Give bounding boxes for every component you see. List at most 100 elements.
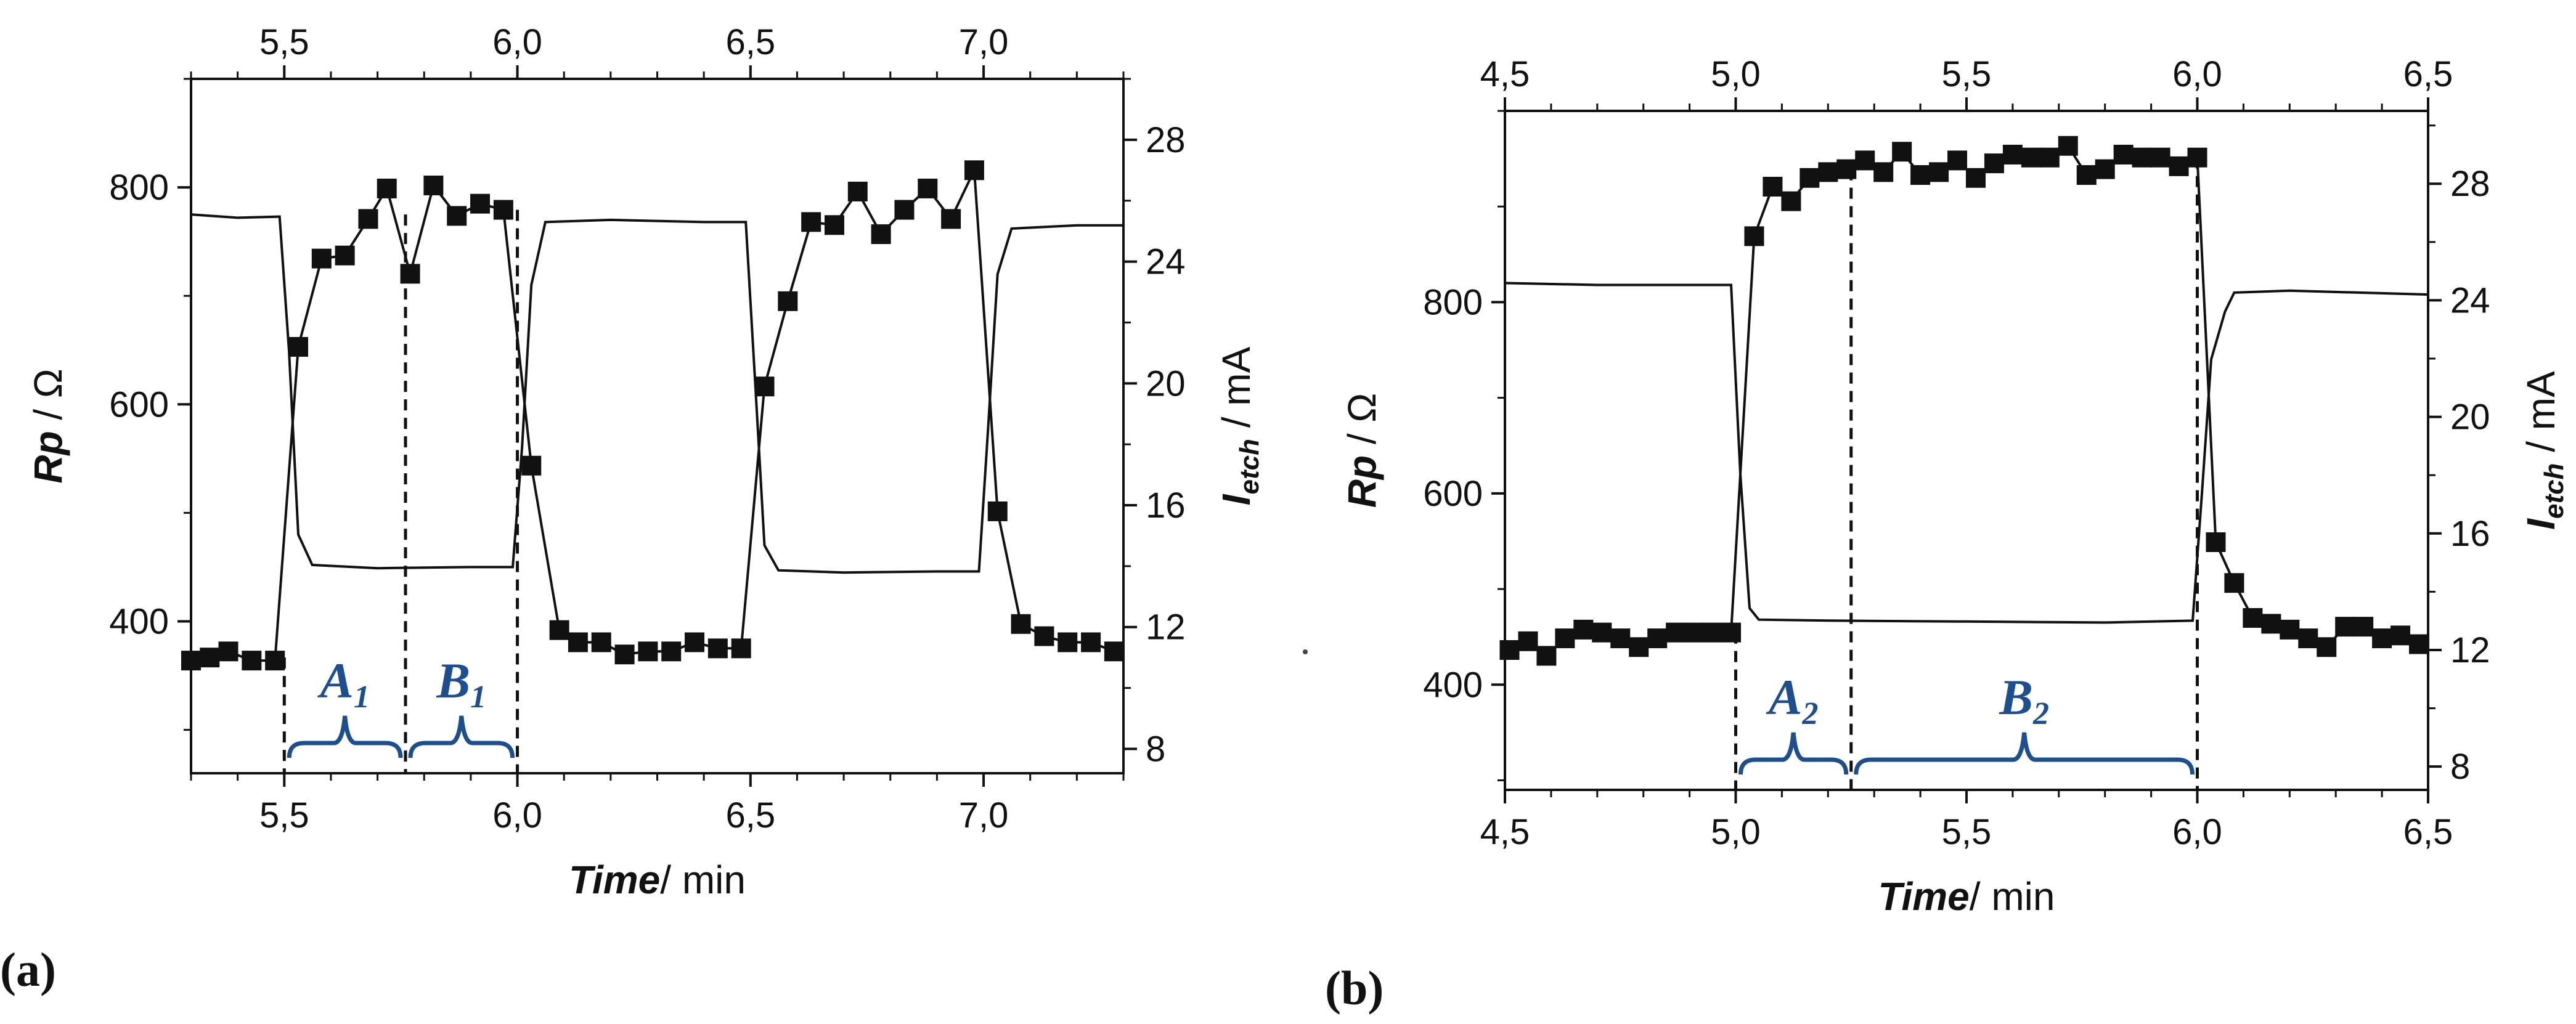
y-right-tick-label: 24: [2450, 280, 2490, 320]
y-right-tick-label: 20: [2450, 397, 2490, 437]
current-data-point: [2298, 628, 2318, 649]
current-data-point: [1104, 641, 1124, 662]
current-data-point: [358, 209, 378, 229]
current-data-point: [377, 178, 397, 198]
x-tick-label-top: 6,5: [725, 22, 775, 62]
y-right-tick-label: 12: [2450, 630, 2490, 670]
current-data-point: [2261, 614, 2281, 634]
y-left-axis-label: Rp / Ω: [1340, 393, 1384, 508]
current-data-point: [1058, 632, 1078, 652]
current-data-point: [2409, 634, 2429, 654]
x-tick-label-top: 5,0: [1711, 54, 1761, 94]
current-data-point: [423, 176, 444, 196]
x-tick-label-top: 6,0: [492, 22, 542, 62]
x-tick-label-top: 7,0: [959, 22, 1009, 62]
current-data-point: [894, 200, 915, 220]
current-data-point: [801, 212, 821, 232]
current-data-point: [2150, 147, 2170, 168]
current-data-point: [731, 638, 751, 659]
y-right-axis-label: Ietch / mA: [1214, 346, 1265, 505]
current-data-point: [1781, 191, 1801, 211]
current-data-point: [568, 632, 588, 652]
current-data-point: [918, 178, 938, 198]
current-data-point: [2169, 156, 2189, 176]
current-data-point: [2280, 619, 2300, 640]
current-data-point: [2391, 625, 2411, 646]
current-data-point: [1984, 153, 2004, 174]
current-data-point: [2113, 144, 2134, 165]
y-right-tick-label: 24: [1146, 242, 1186, 282]
x-tick-label-bottom: 6,0: [492, 795, 542, 835]
current-data-point: [614, 644, 635, 665]
rp-series-line: [1504, 282, 2429, 624]
current-data-point: [2317, 637, 2337, 657]
current-data-point: [2187, 147, 2207, 168]
panel-label-a: (a): [0, 943, 56, 996]
y-left-tick-label: 800: [1423, 282, 1483, 322]
current-data-point: [707, 638, 728, 659]
current-data-point: [987, 501, 1008, 521]
current-data-point: [2335, 617, 2355, 637]
current-data-point: [549, 620, 569, 640]
y-right-tick-label: 28: [1146, 120, 1186, 160]
current-data-point: [200, 648, 220, 668]
current-data-point: [778, 291, 798, 311]
current-data-point: [1818, 162, 1838, 182]
y-left-axis-label: Rp / Ω: [26, 368, 70, 484]
x-tick-label-top: 6,5: [2403, 54, 2453, 94]
current-data-point: [847, 181, 868, 201]
current-data-point: [2002, 144, 2023, 165]
current-data-point: [2076, 165, 2097, 185]
panel-label-b: (b): [1325, 961, 1384, 1015]
x-tick-label-bottom: 5,5: [259, 795, 309, 835]
region-label: A1: [317, 652, 370, 715]
current-data-point: [964, 160, 984, 181]
y-left-tick-label: 800: [109, 168, 169, 208]
current-data-point: [1011, 614, 1031, 634]
current-data-point: [1947, 150, 1968, 171]
y-left-tick-label: 400: [109, 601, 169, 641]
current-data-point: [1666, 622, 1686, 643]
current-data-point: [2243, 607, 2263, 628]
current-series-line: [190, 165, 1115, 662]
current-data-point: [242, 651, 262, 671]
current-data-point: [2132, 147, 2152, 168]
current-data-point: [638, 641, 658, 662]
y-left-tick-label: 600: [1423, 474, 1483, 514]
current-data-point: [754, 376, 775, 397]
current-data-point: [685, 632, 705, 652]
current-data-point: [1965, 168, 1986, 188]
current-data-point: [2058, 136, 2078, 156]
region-label: B1: [436, 652, 486, 715]
current-data-point: [1910, 165, 1931, 185]
current-data-point: [447, 206, 467, 226]
current-data-point: [521, 455, 542, 476]
current-data-point: [661, 641, 682, 662]
chart-panel-a: 5,5 5,5 6,0 6,0 6,5 6,5 7,0 7,0 400 600 800 8 12 16 20…: [26, 22, 1265, 902]
current-data-point: [218, 641, 238, 662]
current-data-point: [2206, 532, 2226, 552]
current-data-point: [400, 264, 420, 284]
x-tick-label-top: 5,5: [1942, 54, 1992, 94]
x-tick-label-bottom: 5,5: [1942, 812, 1992, 852]
y-right-axis-label: Ietch / mA: [2519, 371, 2569, 530]
current-data-point: [1721, 622, 1742, 643]
current-data-point: [1703, 622, 1723, 643]
current-data-point: [1081, 632, 1101, 652]
y-right-tick-label: 8: [2450, 747, 2470, 787]
current-data-point: [2372, 628, 2392, 649]
current-data-point: [1929, 162, 1949, 182]
region-brace: [287, 715, 403, 758]
current-data-point: [470, 193, 491, 214]
current-data-point: [288, 336, 308, 357]
current-data-point: [181, 651, 201, 671]
current-data-point: [871, 224, 891, 245]
current-data-point: [1592, 622, 1612, 643]
y-left-tick-label: 400: [1423, 665, 1483, 705]
x-tick-label-bottom: 6,5: [725, 795, 775, 835]
region-label: B2: [1999, 669, 2049, 731]
stray-dot: [1303, 649, 1308, 654]
current-data-point: [2095, 159, 2115, 179]
y-right-tick-label: 8: [1146, 729, 1165, 769]
current-data-point: [1629, 637, 1649, 657]
